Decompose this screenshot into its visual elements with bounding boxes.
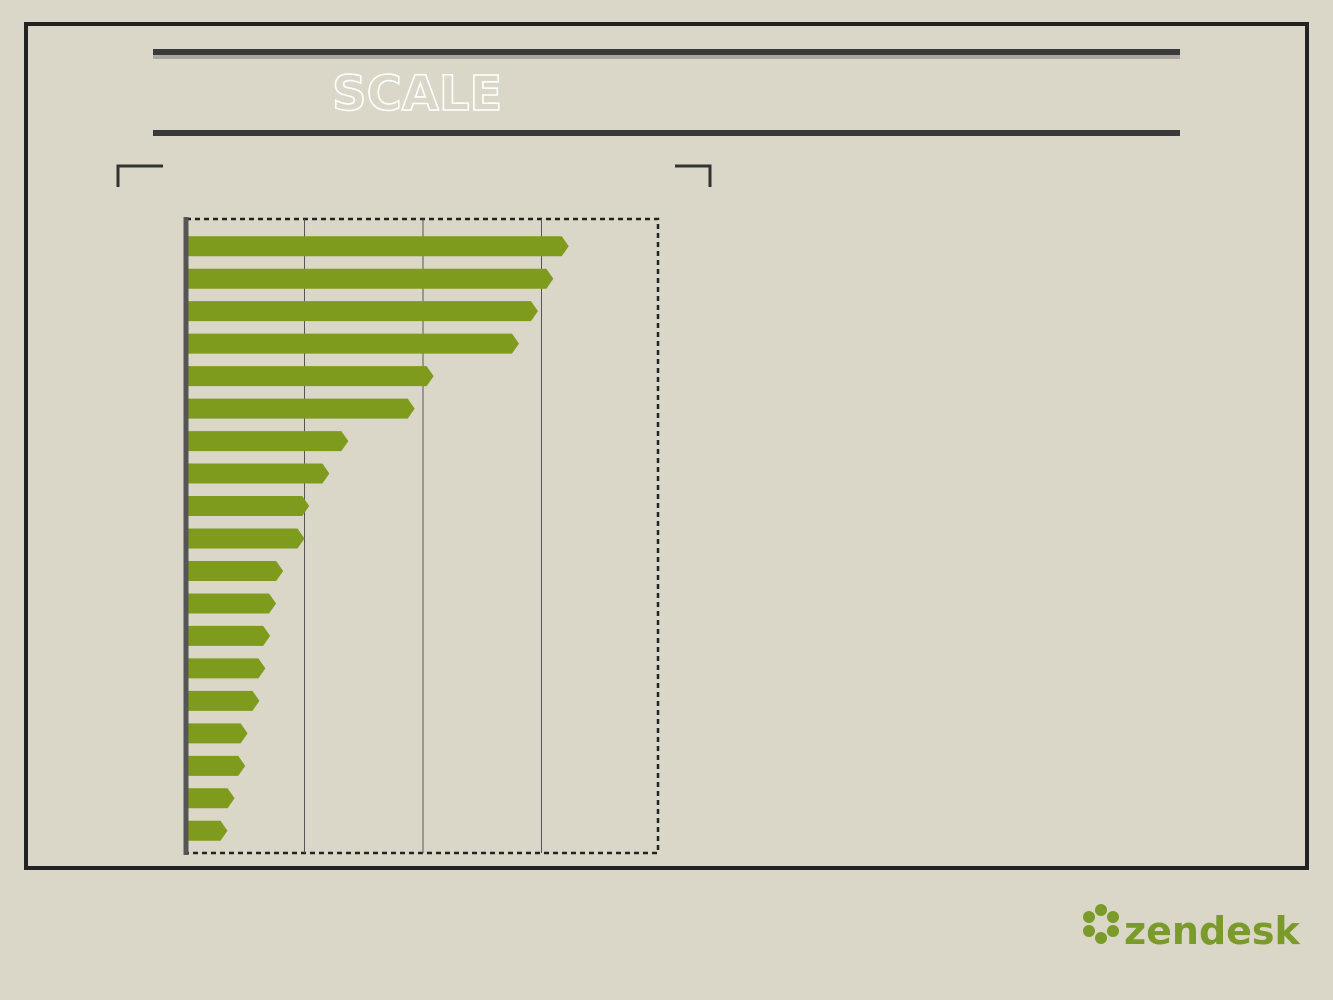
bar xyxy=(186,431,349,452)
bracket-right xyxy=(675,164,712,187)
bracket-left xyxy=(116,164,163,187)
bar xyxy=(186,625,271,646)
bar xyxy=(186,593,277,614)
brand-logo xyxy=(1083,904,1119,944)
bar xyxy=(186,788,235,809)
bar xyxy=(186,366,434,387)
bar xyxy=(186,333,519,354)
bar xyxy=(186,658,266,679)
frame xyxy=(24,22,1309,870)
bar xyxy=(186,496,310,517)
bar xyxy=(186,723,248,744)
bar xyxy=(186,463,330,484)
bar xyxy=(186,820,228,841)
slide-title: SCALE xyxy=(332,66,502,122)
plot xyxy=(186,219,569,853)
bar xyxy=(186,690,260,711)
bar xyxy=(186,398,415,419)
bar xyxy=(186,560,284,581)
brand: zendesk xyxy=(1124,909,1301,953)
bar xyxy=(186,301,538,322)
bar xyxy=(186,268,554,289)
bar xyxy=(186,755,246,776)
bar xyxy=(186,528,305,549)
bar xyxy=(186,236,569,257)
